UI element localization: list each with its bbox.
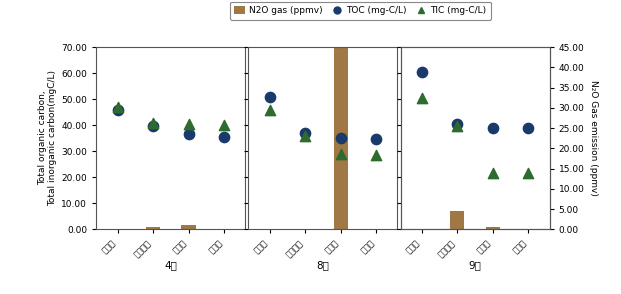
Bar	[146, 227, 160, 229]
X-axis label: 4月: 4月	[165, 260, 177, 270]
Bar	[333, 0, 348, 229]
Point	[184, 132, 194, 137]
Point	[112, 105, 122, 109]
Bar	[486, 227, 500, 229]
Point	[488, 126, 498, 130]
X-axis label: 9月: 9月	[469, 260, 481, 270]
Point	[417, 69, 427, 74]
Point	[371, 153, 381, 158]
Point	[488, 171, 498, 176]
Point	[300, 131, 310, 135]
Point	[417, 96, 427, 100]
Y-axis label: Total organic carbon,
Total inorganic carbon(mgC/L): Total organic carbon, Total inorganic ca…	[38, 70, 57, 206]
X-axis label: 8月: 8月	[317, 260, 329, 270]
Point	[265, 107, 274, 112]
Point	[452, 121, 462, 126]
Point	[265, 94, 274, 99]
Point	[336, 136, 346, 141]
Point	[112, 107, 122, 112]
Point	[524, 126, 533, 130]
Point	[336, 151, 346, 156]
Y-axis label: N₂O Gas emission (ppmv): N₂O Gas emission (ppmv)	[589, 80, 597, 196]
Point	[524, 171, 533, 176]
Point	[148, 120, 158, 125]
Point	[371, 137, 381, 142]
Point	[219, 135, 229, 139]
Bar	[181, 225, 196, 229]
Legend: N2O gas (ppmv), TOC (mg-C/L), TIC (mg-C/L): N2O gas (ppmv), TOC (mg-C/L), TIC (mg-C/…	[230, 1, 491, 20]
Point	[300, 133, 310, 138]
Point	[148, 124, 158, 129]
Point	[219, 123, 229, 128]
Point	[452, 124, 462, 129]
Bar	[450, 211, 465, 229]
Point	[184, 121, 194, 126]
